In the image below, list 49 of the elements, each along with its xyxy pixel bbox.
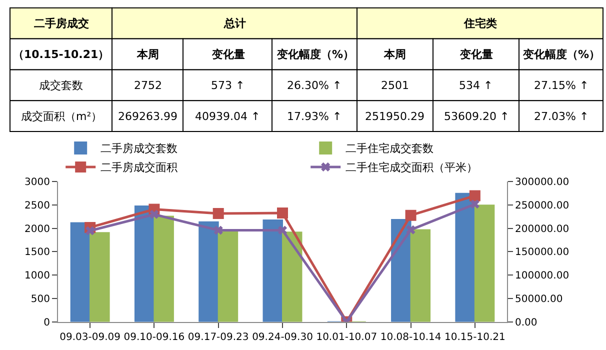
legend-label: 二手房成交面积 [100, 161, 178, 174]
text: 二手房成交 [34, 17, 89, 30]
text: 2501 [381, 79, 409, 92]
y2-tick-label: 300000.00 [515, 177, 570, 188]
y-tick-label: 1500 [24, 247, 50, 258]
x-tick-label: 09.03-09.09 [60, 332, 121, 343]
y2-tick-label: 50000.00 [515, 294, 563, 305]
y-tick-label: 2500 [24, 200, 50, 212]
text: （10.15-10.21） [13, 48, 110, 61]
legend-label: 二手住宅成交套数 [346, 142, 434, 156]
x-tick-label: 10.01-10.07 [316, 332, 378, 343]
text: 534 ↑ [459, 79, 493, 92]
text: 573 ↑ [211, 79, 245, 92]
text: 变化幅度（%） [277, 48, 354, 61]
x-tick-label: 10.08-10.14 [380, 332, 442, 343]
text: 40939.04 ↑ [195, 110, 260, 123]
text: 27.03% ↑ [534, 110, 589, 123]
x-tick-label: 10.15-10.21 [444, 332, 506, 343]
text: 本周 [137, 48, 159, 61]
text: 2752 [134, 79, 162, 92]
text: 本周 [384, 48, 406, 61]
text: 269263.99 [118, 110, 178, 123]
text: 住宅类 [464, 17, 497, 30]
y2-tick-label: 0.00 [515, 317, 538, 328]
text: 变化量 [460, 48, 493, 61]
y2-tick-label: 250000.00 [515, 200, 570, 212]
y2-tick-label: 150000.00 [515, 247, 570, 258]
text: 251950.29 [365, 110, 424, 123]
y-tick-label: 2000 [24, 224, 50, 235]
x-tick-label: 09.17-09.23 [188, 332, 249, 343]
text: 变化量 [212, 48, 245, 61]
y-tick-label: 500 [30, 294, 50, 305]
text: 成交面积（m²） [21, 110, 102, 123]
text: 成交套数 [39, 79, 83, 92]
y2-tick-label: 100000.00 [515, 270, 570, 282]
y-tick-label: 0 [44, 317, 50, 328]
y-tick-label: 3000 [24, 177, 50, 188]
text: 26.30% ↑ [287, 79, 342, 92]
legend-label: 二手住宅成交面积（平米） [346, 161, 478, 174]
text: 17.93% ↑ [287, 110, 342, 123]
legend-label: 二手房成交套数 [100, 142, 178, 156]
text: 总计 [224, 17, 246, 30]
y2-tick-label: 200000.00 [515, 224, 570, 235]
text: 变化幅度（%） [523, 48, 600, 61]
text: 27.15% ↑ [534, 79, 589, 92]
x-tick-label: 09.10-09.16 [124, 332, 185, 343]
x-tick-label: 09.24-09.30 [252, 332, 313, 343]
text: 53609.20 ↑ [444, 110, 510, 123]
y-tick-label: 1000 [24, 270, 50, 282]
